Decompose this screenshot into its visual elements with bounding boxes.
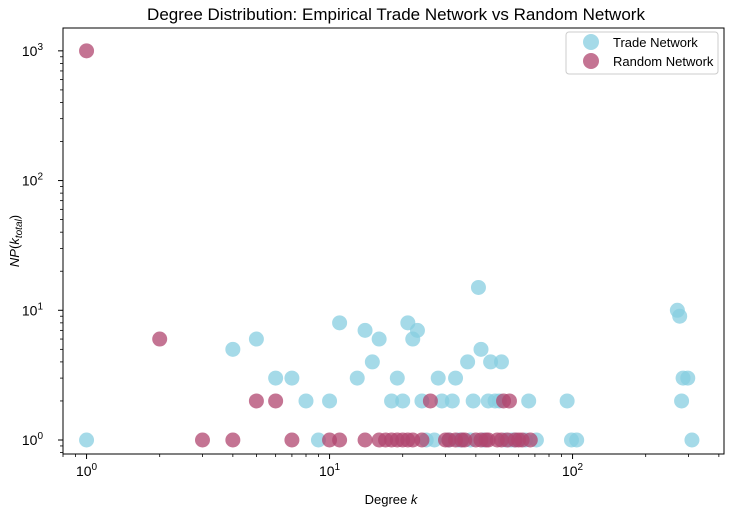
point-random-5 [268, 393, 284, 409]
x-tick-label: 100 [76, 462, 98, 479]
point-trade-26 [448, 370, 464, 386]
point-random-1 [152, 331, 168, 347]
point-trade-4 [284, 370, 300, 386]
point-trade-3 [268, 370, 284, 386]
point-random-2 [194, 432, 210, 448]
point-trade-7 [322, 393, 338, 409]
chart-title: Degree Distribution: Empirical Trade Net… [147, 5, 645, 24]
point-trade-14 [389, 370, 405, 386]
y-tick-label: 102 [22, 172, 44, 189]
legend-marker-trade [583, 34, 599, 50]
point-trade-8 [332, 315, 348, 331]
x-axis-label: Degree k [365, 492, 419, 507]
point-random-0 [79, 43, 95, 59]
point-trade-23 [434, 393, 450, 409]
point-random-32 [501, 393, 517, 409]
point-trade-0 [79, 432, 95, 448]
point-trade-22 [430, 370, 446, 386]
point-random-9 [357, 432, 373, 448]
point-trade-10 [357, 322, 373, 338]
x-tick-label: 101 [319, 462, 341, 479]
point-random-23 [457, 432, 473, 448]
point-trade-29 [460, 354, 476, 370]
legend: Trade Network Random Network [565, 31, 719, 75]
point-trade-32 [470, 279, 486, 295]
point-trade-9 [349, 370, 365, 386]
y-tick-label: 100 [22, 431, 44, 448]
point-trade-21 [426, 432, 442, 448]
y-tick-label: 103 [22, 42, 44, 59]
point-trade-1 [225, 341, 241, 357]
point-trade-13 [384, 393, 400, 409]
point-trade-39 [493, 354, 509, 370]
point-trade-53 [680, 370, 696, 386]
y-axis-label: NP(ktotal) [7, 215, 25, 267]
point-trade-5 [298, 393, 314, 409]
point-random-8 [332, 432, 348, 448]
point-trade-44 [521, 393, 537, 409]
point-random-6 [284, 432, 300, 448]
y-tick-label: 101 [22, 301, 44, 318]
point-trade-18 [409, 322, 425, 338]
legend-box [565, 31, 719, 75]
point-random-17 [414, 432, 430, 448]
point-trade-2 [248, 331, 264, 347]
point-trade-54 [684, 432, 700, 448]
legend-marker-random [583, 53, 599, 69]
y-axis: 100 101 102 103 [22, 42, 63, 453]
point-trade-51 [674, 393, 690, 409]
point-trade-12 [371, 331, 387, 347]
point-trade-46 [559, 393, 575, 409]
point-trade-33 [473, 341, 489, 357]
point-trade-50 [672, 308, 688, 324]
x-tick-label: 102 [562, 462, 584, 479]
point-random-18 [422, 393, 438, 409]
point-trade-36 [483, 354, 499, 370]
x-axis: 100 101 102 [62, 454, 720, 479]
point-trade-6 [310, 432, 326, 448]
point-random-36 [522, 432, 538, 448]
point-random-3 [225, 432, 241, 448]
point-random-4 [248, 393, 264, 409]
legend-label-random: Random Network [613, 54, 714, 69]
point-trade-15 [395, 393, 411, 409]
point-trade-31 [465, 393, 481, 409]
point-trade-25 [444, 393, 460, 409]
legend-label-trade: Trade Network [613, 35, 698, 50]
plot-frame [62, 27, 725, 455]
point-trade-11 [364, 354, 380, 370]
points-layer [79, 43, 700, 448]
point-trade-48 [569, 432, 585, 448]
